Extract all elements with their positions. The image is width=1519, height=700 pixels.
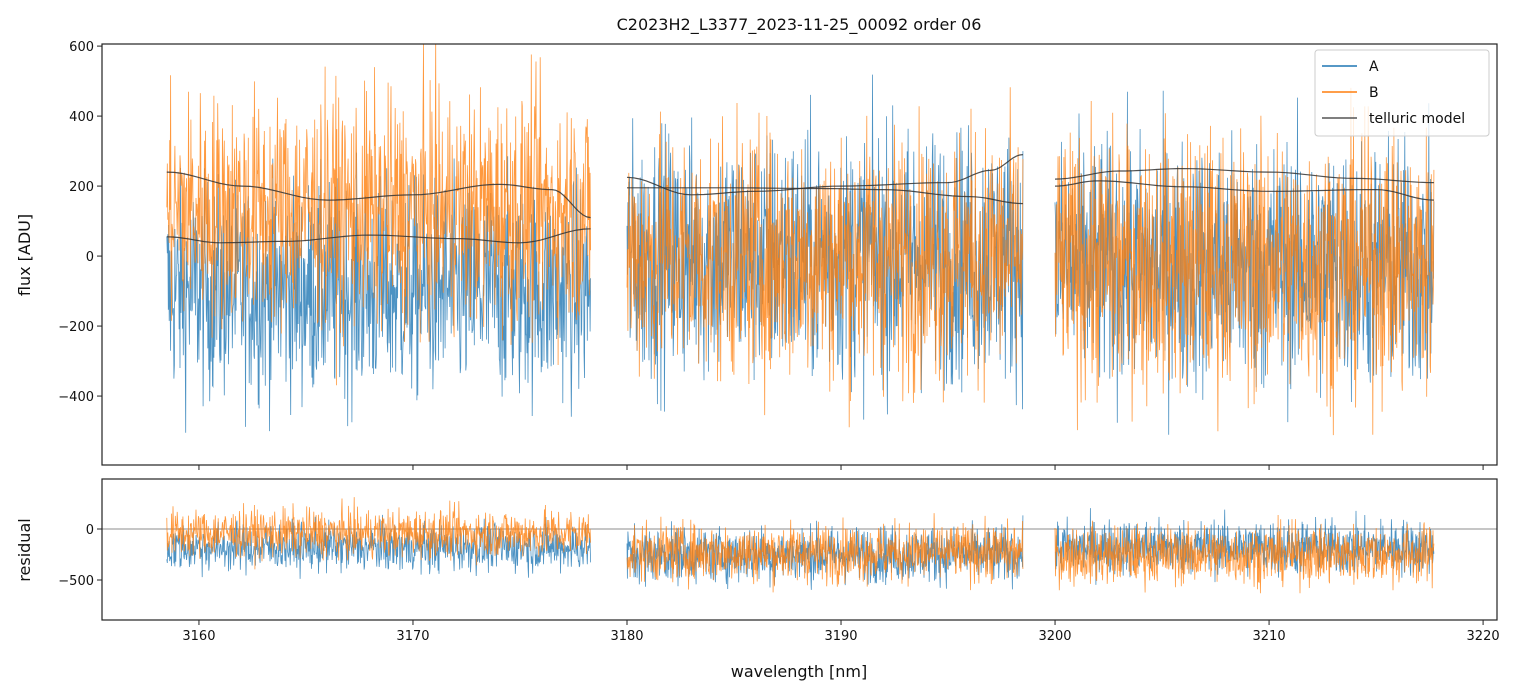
series-B-segment-3 xyxy=(1054,87,1435,436)
series-B-segment-2 xyxy=(626,513,1024,593)
series-A-segment-1 xyxy=(166,152,591,433)
residual-panel: −500 0 3160 3170 3180 3190 3200 3210 3220 xyxy=(58,478,1500,644)
y-tick-label: 0 xyxy=(86,523,94,538)
legend-box xyxy=(1314,49,1490,137)
y-tick-label: 400 xyxy=(69,110,94,125)
x-tick-label: 3160 xyxy=(182,629,215,644)
series-B-segment-3 xyxy=(1054,514,1435,594)
y-tick-label: 600 xyxy=(69,40,94,55)
series-B-segment-1 xyxy=(166,44,591,386)
legend-label: telluric model xyxy=(1369,111,1465,127)
y-tick-label: −200 xyxy=(58,320,94,335)
y-tick-label: 0 xyxy=(86,250,94,265)
legend-label: B xyxy=(1369,85,1379,101)
chart-title: C2023H2_L3377_2023-11-25_00092 order 06 xyxy=(617,15,982,35)
x-tick-label: 3170 xyxy=(396,629,429,644)
telluric-model-line xyxy=(1054,168,1434,184)
flux-ylabel: flux [ADU] xyxy=(15,214,34,296)
telluric-model-line xyxy=(166,228,591,244)
x-tick-label: 3190 xyxy=(824,629,857,644)
y-tick-label: −400 xyxy=(58,390,94,405)
x-tick-label: 3220 xyxy=(1467,629,1500,644)
x-tick-label: 3210 xyxy=(1253,629,1286,644)
telluric-model-line xyxy=(626,154,1023,196)
series-B-segment-1 xyxy=(166,497,591,570)
legend-label: A xyxy=(1369,59,1379,75)
x-tick-label: 3180 xyxy=(610,629,643,644)
axes-frame xyxy=(101,43,1498,466)
x-axis-label: wavelength [nm] xyxy=(731,662,868,681)
axes-frame xyxy=(101,478,1498,621)
flux-panel: −400 −200 0 200 400 600 xyxy=(58,40,1498,470)
y-tick-label: −500 xyxy=(58,574,94,589)
y-tick-label: 200 xyxy=(69,180,94,195)
series-B-segment-2 xyxy=(626,87,1024,428)
x-tick-label: 3200 xyxy=(1038,629,1071,644)
residual-ylabel: residual xyxy=(15,518,34,581)
telluric-model-line xyxy=(166,171,591,219)
telluric-model-line xyxy=(627,187,1023,205)
telluric-model-line xyxy=(1054,180,1434,201)
